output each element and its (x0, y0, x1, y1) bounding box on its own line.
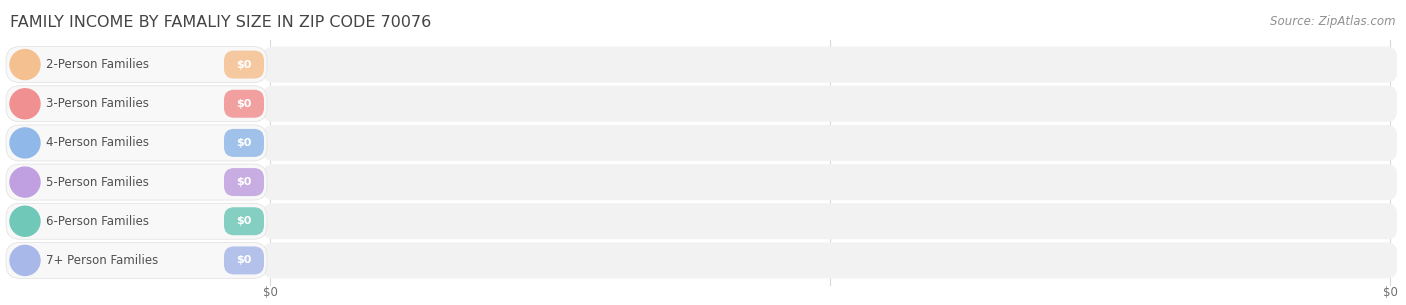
FancyBboxPatch shape (6, 86, 267, 122)
FancyBboxPatch shape (224, 207, 264, 235)
FancyBboxPatch shape (6, 164, 267, 200)
FancyBboxPatch shape (224, 90, 264, 118)
FancyBboxPatch shape (224, 51, 264, 79)
Text: 2-Person Families: 2-Person Families (46, 58, 149, 71)
Text: $0: $0 (236, 99, 252, 109)
Text: Source: ZipAtlas.com: Source: ZipAtlas.com (1271, 15, 1396, 28)
Circle shape (10, 128, 39, 158)
Text: 3-Person Families: 3-Person Families (46, 97, 149, 110)
Circle shape (10, 206, 39, 236)
Circle shape (10, 167, 39, 197)
FancyBboxPatch shape (263, 203, 1398, 239)
Circle shape (10, 246, 39, 275)
FancyBboxPatch shape (263, 164, 1398, 200)
Text: $0: $0 (236, 59, 252, 70)
FancyBboxPatch shape (224, 168, 264, 196)
FancyBboxPatch shape (224, 246, 264, 274)
Text: 5-Person Families: 5-Person Families (46, 176, 149, 188)
FancyBboxPatch shape (263, 242, 1398, 278)
Text: FAMILY INCOME BY FAMALIY SIZE IN ZIP CODE 70076: FAMILY INCOME BY FAMALIY SIZE IN ZIP COD… (10, 15, 432, 30)
Text: $0: $0 (236, 216, 252, 226)
FancyBboxPatch shape (224, 129, 264, 157)
FancyBboxPatch shape (263, 86, 1398, 122)
Text: $0: $0 (236, 255, 252, 265)
Circle shape (10, 50, 39, 80)
Circle shape (10, 89, 39, 119)
Text: 4-Person Families: 4-Person Families (46, 136, 149, 149)
FancyBboxPatch shape (263, 125, 1398, 161)
FancyBboxPatch shape (6, 203, 267, 239)
Text: $0: $0 (236, 138, 252, 148)
FancyBboxPatch shape (263, 47, 1398, 83)
Text: $0: $0 (263, 286, 277, 300)
Text: 6-Person Families: 6-Person Families (46, 215, 149, 228)
FancyBboxPatch shape (6, 125, 267, 161)
FancyBboxPatch shape (6, 242, 267, 278)
Text: 7+ Person Families: 7+ Person Families (46, 254, 159, 267)
FancyBboxPatch shape (6, 47, 267, 83)
Text: $0: $0 (236, 177, 252, 187)
Text: $0: $0 (1382, 286, 1398, 300)
